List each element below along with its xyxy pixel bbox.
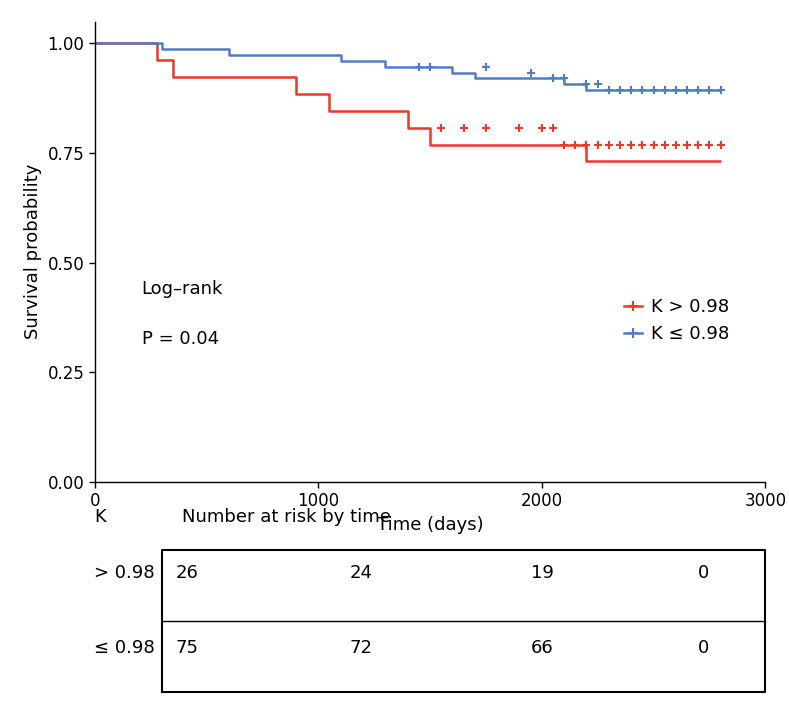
Text: 72: 72: [350, 639, 372, 657]
Text: > 0.98: > 0.98: [95, 564, 155, 582]
Text: 0: 0: [698, 639, 709, 657]
Text: K: K: [95, 508, 107, 526]
Text: Number at risk by time: Number at risk by time: [181, 508, 391, 526]
Text: 24: 24: [350, 564, 372, 582]
Y-axis label: Survival probability: Survival probability: [24, 164, 42, 339]
X-axis label: Time (days): Time (days): [376, 516, 484, 533]
Text: P = 0.04: P = 0.04: [141, 330, 219, 348]
Text: ≤ 0.98: ≤ 0.98: [95, 639, 155, 657]
Text: Log–rank: Log–rank: [141, 280, 223, 298]
Text: 66: 66: [530, 639, 553, 657]
Text: 75: 75: [175, 639, 198, 657]
Legend: K > 0.98, K ≤ 0.98: K > 0.98, K ≤ 0.98: [616, 291, 736, 351]
Text: 19: 19: [530, 564, 553, 582]
Text: 0: 0: [698, 564, 709, 582]
Text: 26: 26: [175, 564, 198, 582]
